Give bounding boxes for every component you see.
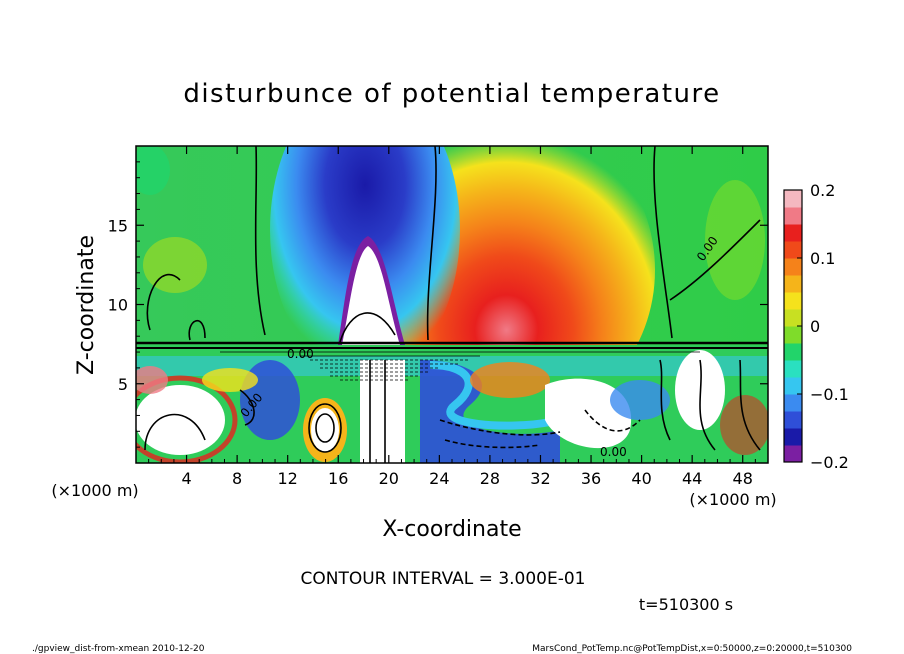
colorbar-tick-label: −0.2 bbox=[810, 453, 849, 472]
y-axis-ticks: 5 10 15 bbox=[108, 161, 768, 448]
x-tick-label: 36 bbox=[581, 469, 601, 488]
contour-interval: CONTOUR INTERVAL = 3.000E-01 bbox=[301, 569, 586, 589]
x-tick-label: 12 bbox=[278, 469, 298, 488]
x-tick-label: 16 bbox=[328, 469, 348, 488]
colorbar-tick-label: 0.2 bbox=[810, 181, 835, 200]
colorbar-swatch bbox=[784, 377, 802, 395]
colorbar-swatch bbox=[784, 411, 802, 429]
x-axis-ticks: 4 8 12 16 20 24 28 32 36 40 44 48 bbox=[148, 146, 756, 488]
colorbar-swatch bbox=[784, 258, 802, 276]
x-tick-label: 40 bbox=[631, 469, 651, 488]
heatmap-field bbox=[136, 146, 768, 463]
colorbar-swatch bbox=[784, 275, 802, 293]
y-tick-label: 10 bbox=[108, 296, 128, 315]
y-axis-label: Z-coordinate bbox=[74, 235, 99, 375]
x-tick-label: 32 bbox=[530, 469, 550, 488]
script-label: ./gpview_dist-from-xmean 2010-12-20 bbox=[32, 644, 205, 654]
colorbar-tick-label: 0.1 bbox=[810, 249, 835, 268]
contour-label: 0.00 bbox=[600, 445, 627, 459]
y-tick-label: 5 bbox=[118, 375, 128, 394]
contour-hatching bbox=[220, 351, 700, 381]
x-tick-label: 28 bbox=[480, 469, 500, 488]
colorbar-swatch bbox=[784, 343, 802, 361]
x-tick-label: 44 bbox=[682, 469, 702, 488]
colorbar-swatch bbox=[784, 224, 802, 242]
colorbar-swatch bbox=[784, 207, 802, 225]
x-unit-label: (×1000 m) bbox=[689, 490, 776, 509]
x-tick-label: 4 bbox=[181, 469, 191, 488]
time-label: t=510300 s bbox=[639, 595, 733, 614]
x-tick-label: 24 bbox=[429, 469, 449, 488]
colorbar-swatch bbox=[784, 445, 802, 463]
colorbar-swatch bbox=[784, 292, 802, 310]
colorbar-tick-label: 0 bbox=[810, 317, 820, 336]
source-label: MarsCond_PotTemp.nc@PotTempDist,x=0:5000… bbox=[532, 644, 852, 654]
x-tick-label: 20 bbox=[379, 469, 399, 488]
colorbar-swatch bbox=[784, 428, 802, 446]
colorbar-swatch bbox=[784, 190, 802, 208]
contour-label: 0.00 bbox=[287, 347, 314, 361]
colorbar-ticks: 0.2 0.1 0 −0.1 −0.2 bbox=[797, 181, 849, 472]
colorbar-swatch bbox=[784, 326, 802, 344]
x-tick-label: 48 bbox=[733, 469, 753, 488]
colorbar-swatch bbox=[784, 309, 802, 327]
y-unit-label: (×1000 m) bbox=[51, 481, 138, 500]
contour-lines bbox=[136, 146, 768, 463]
x-axis-label: X-coordinate bbox=[382, 517, 521, 542]
chart-title: disturbunce of potential temperature bbox=[183, 79, 720, 109]
colorbar-swatch bbox=[784, 360, 802, 378]
colorbar-swatch bbox=[784, 241, 802, 259]
colorbar-tick-label: −0.1 bbox=[810, 385, 849, 404]
colorbar-swatch bbox=[784, 394, 802, 412]
colorbar bbox=[784, 190, 802, 463]
x-tick-label: 8 bbox=[232, 469, 242, 488]
y-tick-label: 15 bbox=[108, 216, 128, 235]
